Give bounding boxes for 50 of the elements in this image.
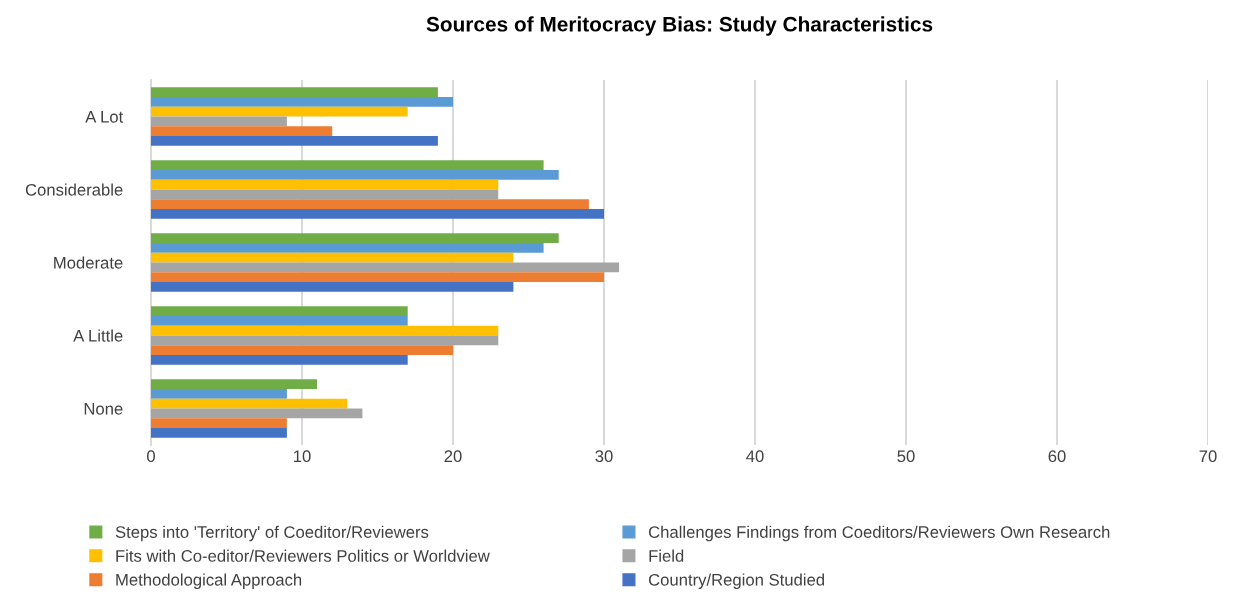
bar <box>151 243 544 253</box>
bar <box>151 179 499 190</box>
bar <box>151 106 408 117</box>
bar <box>151 335 499 346</box>
x-tick-label: 20 <box>444 450 462 463</box>
bar <box>151 345 453 355</box>
x-tick-label: 60 <box>1048 450 1066 463</box>
bar <box>151 272 604 282</box>
bar <box>151 281 514 292</box>
bar <box>151 418 287 428</box>
y-tick-label: A Little <box>73 329 123 342</box>
legend-label: Country/Region Studied <box>648 573 824 589</box>
bar <box>151 208 604 219</box>
x-tick-label: 30 <box>595 450 613 463</box>
bar <box>151 252 514 263</box>
bar <box>151 135 438 146</box>
legend-label: Steps into 'Territory' of Coeditor/Reviewers <box>115 525 429 542</box>
bar <box>151 408 363 419</box>
bar <box>151 97 453 107</box>
x-tick-label: 40 <box>746 450 764 463</box>
bar <box>151 262 620 273</box>
y-tick-label: None <box>84 403 123 415</box>
bar <box>151 389 287 399</box>
bar <box>151 126 333 136</box>
legend-label: Fits with Co-editor/Reviewers Politics or Worldview <box>116 549 490 562</box>
bar <box>151 116 287 127</box>
bar <box>151 398 348 409</box>
bar <box>151 427 287 438</box>
bar <box>151 170 559 180</box>
legend-label: Methodological Approach <box>116 573 302 589</box>
legend-label: Field <box>649 549 684 562</box>
y-tick-label: A Lot <box>85 111 124 123</box>
x-tick-label: 0 <box>147 450 155 463</box>
bar <box>151 306 408 317</box>
x-tick-label: 50 <box>897 450 915 463</box>
bar <box>151 189 499 200</box>
bar <box>151 354 408 365</box>
y-tick-label: Considerable <box>25 183 123 196</box>
x-tick-label: 70 <box>1199 450 1217 463</box>
x-tick-label: 10 <box>294 450 311 463</box>
bar <box>151 316 408 326</box>
y-tick-label: Moderate <box>54 256 123 269</box>
bar <box>151 199 589 209</box>
bar <box>151 325 499 336</box>
bar <box>151 233 559 244</box>
bar <box>151 379 318 390</box>
bar <box>151 87 438 98</box>
chart-title: Sources of Meritocracy Bias: Study Characteristics <box>426 16 933 36</box>
legend-label: Challenges Findings from Coeditors/Reviewers Own Research <box>648 525 1110 542</box>
bar <box>151 160 544 171</box>
